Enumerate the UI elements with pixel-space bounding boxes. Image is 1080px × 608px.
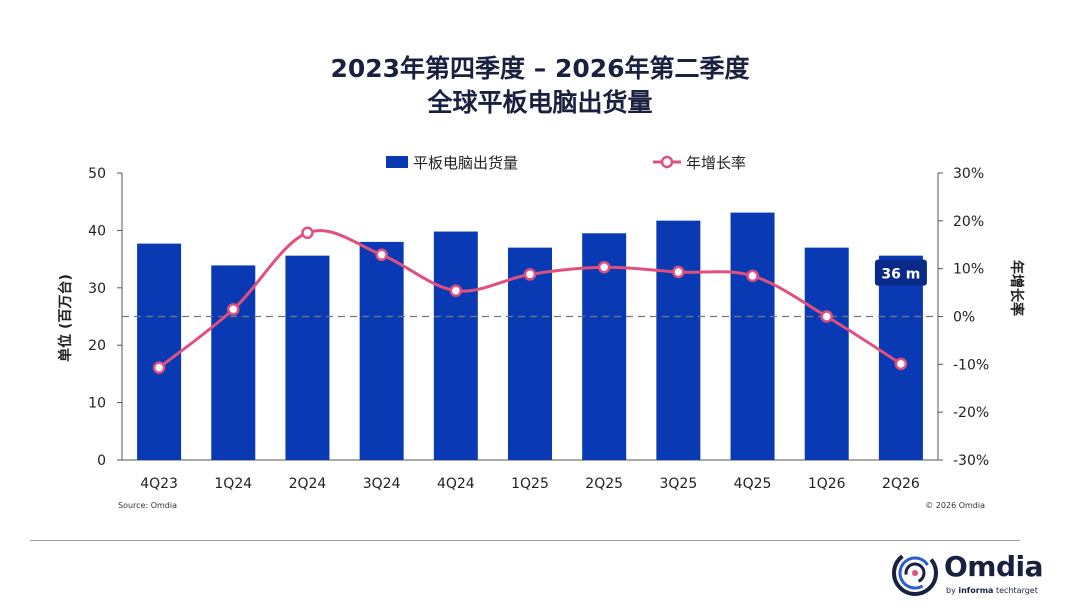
bar-2Q24: [285, 255, 330, 460]
x-tick-label: 4Q25: [734, 476, 772, 492]
y-tick-left-label: 0: [97, 453, 106, 469]
y-axis-right-title: 年增长率: [1008, 260, 1025, 316]
y-tick-right-label: 0%: [953, 310, 975, 326]
copyright-note: © 2026 Omdia: [925, 501, 985, 510]
bar-4Q25: [730, 212, 775, 460]
bar-1Q24: [211, 265, 256, 460]
omdia-swirl-icon: [892, 550, 938, 596]
y-tick-right-label: -30%: [953, 453, 989, 469]
x-tick-label: 2Q24: [289, 476, 327, 492]
growth-point-1Q24: [227, 303, 240, 316]
bar-1Q26: [804, 247, 849, 460]
logo-wordmark: Omdia: [944, 550, 1044, 583]
y-tick-left-label: 10: [88, 396, 106, 412]
logo-tagline-rest: techtarget: [993, 586, 1038, 595]
footer-divider: [30, 540, 1020, 541]
annotation-badge: [874, 259, 927, 286]
y-axis-left-title: 单位 (百万台): [57, 274, 74, 362]
y-tick-right-label: 10%: [953, 262, 984, 278]
x-tick-label: 2Q25: [585, 476, 623, 492]
growth-point-4Q24: [449, 284, 463, 297]
bar-4Q24: [433, 231, 478, 460]
growth-point-3Q25: [672, 265, 685, 279]
x-tick-label: 1Q25: [511, 476, 549, 492]
annotation-label: 36 m: [881, 267, 920, 283]
x-tick-label: 1Q24: [214, 476, 252, 492]
legend-bar-swatch: [386, 156, 408, 168]
chart-title: 2023年第四季度 – 2026年第二季度 全球平板电脑出货量: [0, 52, 1080, 120]
legend-bar-label: 平板电脑出货量: [413, 154, 518, 172]
growth-point-2Q25: [597, 260, 611, 274]
x-tick-label: 3Q25: [659, 476, 697, 492]
source-note: Source: Omdia: [118, 501, 177, 510]
logo-tagline-informa: informa: [958, 586, 994, 595]
x-tick-label: 4Q23: [140, 476, 178, 492]
y-tick-left-label: 30: [88, 281, 106, 297]
x-tick-label: 3Q24: [363, 476, 401, 492]
growth-point-1Q25: [523, 268, 537, 281]
bar-3Q25: [656, 220, 701, 460]
growth-point-2Q26: [894, 357, 908, 371]
omdia-logo: Omdia by informa techtarget: [890, 548, 1055, 598]
chart-svg: 0 10 20 30 40 50 -30% -20% -10% 0% 10% 20% 30% 4Q23 1Q…: [57, 154, 1025, 510]
x-tick-label: 1Q26: [808, 476, 846, 492]
growth-point-2Q24: [301, 226, 314, 240]
y-tick-left-label: 20: [88, 338, 106, 354]
y-tick-right-label: -20%: [953, 405, 989, 421]
x-tick-label: 2Q26: [882, 476, 920, 492]
bar-3Q24: [359, 241, 404, 460]
legend-line-marker: [660, 155, 674, 169]
legend-line-label: 年增长率: [686, 154, 746, 172]
logo-tagline-prefix: by: [946, 586, 959, 595]
chart-title-line-1: 2023年第四季度 – 2026年第二季度: [330, 54, 750, 83]
growth-point-1Q26: [820, 310, 833, 323]
growth-point-3Q24: [375, 248, 388, 262]
logo-tagline: by informa techtarget: [946, 586, 1038, 595]
x-tick-label: 4Q24: [437, 476, 475, 492]
bar-1Q25: [508, 247, 552, 460]
y-tick-right-label: 20%: [953, 214, 984, 230]
y-tick-left-label: 50: [88, 166, 106, 182]
y-tick-right-label: 30%: [953, 166, 984, 182]
bar-4Q23: [137, 243, 182, 460]
growth-point-4Q23: [152, 361, 166, 374]
chart-title-line-2: 全球平板电脑出货量: [427, 88, 653, 117]
y-tick-right-label: -10%: [953, 357, 989, 373]
growth-point-4Q25: [746, 269, 759, 283]
y-tick-left-label: 40: [88, 223, 106, 239]
